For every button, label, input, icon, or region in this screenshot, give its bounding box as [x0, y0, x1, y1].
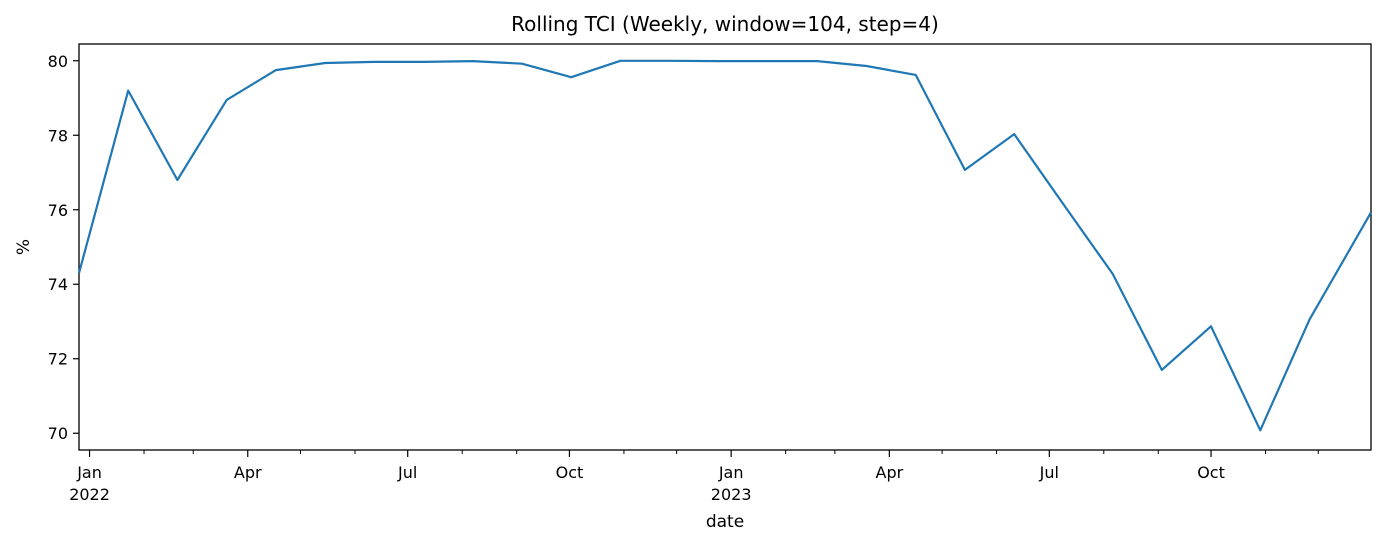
- y-tick-label: 74: [48, 275, 68, 294]
- x-tick-label: Apr: [876, 463, 904, 482]
- x-tick-label: Apr: [234, 463, 262, 482]
- x-tick-year-label: 2022: [69, 485, 110, 504]
- x-tick-label: Jan: [76, 463, 102, 482]
- series-line: [77, 59, 1372, 432]
- x-tick-label: Jul: [397, 463, 417, 482]
- y-tick-label: 76: [48, 201, 68, 220]
- x-tick-label: Jul: [1039, 463, 1059, 482]
- series-layer: [77, 59, 1372, 432]
- plot-area-frame: [78, 43, 1372, 451]
- x-tick-label: Oct: [556, 463, 584, 482]
- x-tick-label: Oct: [1197, 463, 1225, 482]
- y-tick-label: 70: [48, 424, 68, 443]
- x-axis: Jan 2022 Apr Jul Oct Jan 2023 Apr Jul Oct: [69, 450, 1319, 504]
- x-tick-label: Jan: [718, 463, 744, 482]
- y-tick-label: 78: [48, 126, 68, 145]
- y-tick-label: 80: [48, 52, 68, 71]
- chart-title: Rolling TCI (Weekly, window=104, step=4): [511, 12, 939, 36]
- x-tick-year-label: 2023: [711, 485, 752, 504]
- y-tick-label: 72: [48, 350, 68, 369]
- y-axis: 70 72 74 76 78 80: [48, 52, 79, 443]
- x-axis-label: date: [706, 512, 744, 532]
- y-axis-label: %: [14, 239, 34, 255]
